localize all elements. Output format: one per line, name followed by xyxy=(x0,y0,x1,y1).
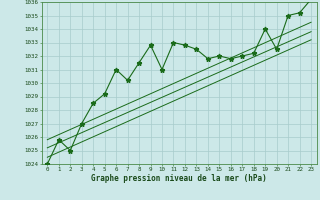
X-axis label: Graphe pression niveau de la mer (hPa): Graphe pression niveau de la mer (hPa) xyxy=(91,174,267,183)
